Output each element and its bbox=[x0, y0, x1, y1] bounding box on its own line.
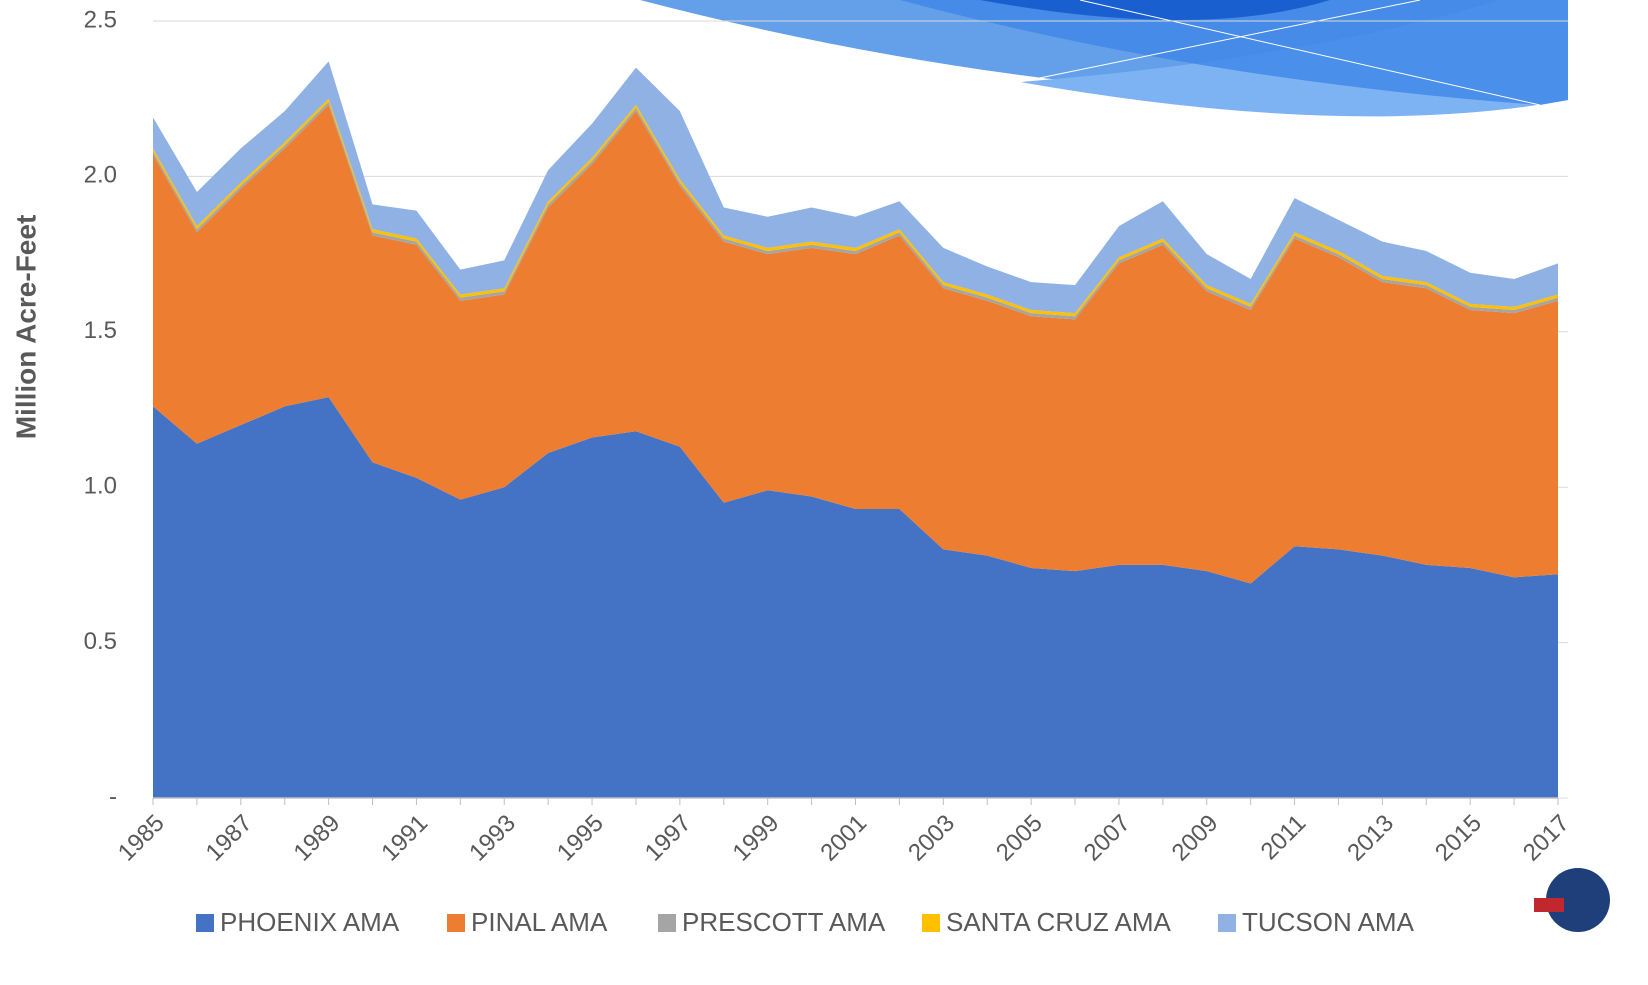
x-tick-label: 1997 bbox=[640, 810, 697, 867]
legend-label: TUCSON AMA bbox=[1242, 907, 1415, 937]
x-tick-label: 2001 bbox=[815, 810, 872, 867]
x-tick-label: 1993 bbox=[464, 810, 521, 867]
legend-swatch bbox=[922, 914, 940, 932]
legend-label: PRESCOTT AMA bbox=[682, 907, 886, 937]
legend-label: PHOENIX AMA bbox=[220, 907, 400, 937]
y-tick-label: 1.5 bbox=[84, 317, 117, 344]
x-tick-label: 2013 bbox=[1342, 810, 1399, 867]
x-tick-label: 1985 bbox=[113, 810, 170, 867]
x-tick-label: 2005 bbox=[991, 810, 1048, 867]
areas bbox=[153, 61, 1558, 798]
x-tick-label: 1995 bbox=[552, 810, 609, 867]
x-tick-label: 1989 bbox=[289, 810, 346, 867]
legend-swatch bbox=[447, 914, 465, 932]
chart: - 0.5 1.0 1.5 2.0 2.5 1985 1987 1989 1991 1993 1995… bbox=[0, 0, 1648, 985]
x-tick-label: 1991 bbox=[376, 810, 433, 867]
x-tick-label: 2017 bbox=[1518, 810, 1575, 867]
legend-swatch bbox=[196, 914, 214, 932]
x-tick-label: 1999 bbox=[728, 810, 785, 867]
x-tick-label: 2009 bbox=[1167, 810, 1224, 867]
legend-item: SANTA CRUZ AMA bbox=[922, 907, 1172, 937]
legend-item: PINAL AMA bbox=[447, 907, 608, 937]
logo bbox=[1534, 868, 1610, 932]
y-tick-label: 2.5 bbox=[84, 6, 117, 33]
x-tick-label: 2011 bbox=[1256, 810, 1312, 866]
y-tick-label: - bbox=[109, 783, 117, 810]
x-tick-label: 2015 bbox=[1430, 810, 1487, 867]
legend-swatch bbox=[658, 914, 676, 932]
decoration bbox=[640, 0, 1568, 116]
legend-swatch bbox=[1218, 914, 1236, 932]
x-tick-label: 1987 bbox=[201, 810, 258, 867]
y-tick-label: 0.5 bbox=[84, 628, 117, 655]
legend-item: PHOENIX AMA bbox=[196, 907, 400, 937]
x-tick-label: 2007 bbox=[1079, 810, 1136, 867]
page: - 0.5 1.0 1.5 2.0 2.5 1985 1987 1989 1991 1993 1995… bbox=[0, 0, 1648, 985]
y-tick-label: 1.0 bbox=[84, 473, 117, 500]
legend-label: PINAL AMA bbox=[471, 907, 608, 937]
y-tick-label: 2.0 bbox=[84, 162, 117, 189]
legend-label: SANTA CRUZ AMA bbox=[946, 907, 1172, 937]
legend-item: PRESCOTT AMA bbox=[658, 907, 886, 937]
y-axis-title: Million Acre-Feet bbox=[10, 215, 41, 440]
x-tick-label: 2003 bbox=[903, 810, 960, 867]
legend-item: TUCSON AMA bbox=[1218, 907, 1415, 937]
